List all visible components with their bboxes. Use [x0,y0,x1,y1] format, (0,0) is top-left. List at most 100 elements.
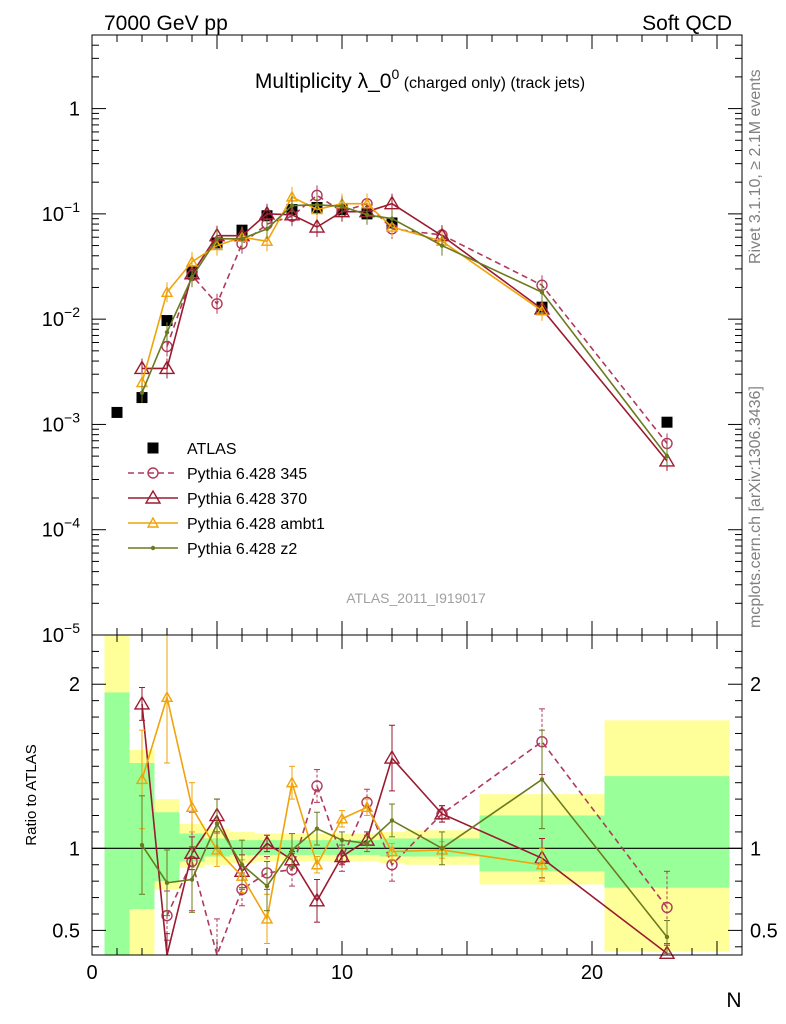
data-point [364,212,370,217]
data-point [333,203,351,218]
legend-label: Pythia 6.428 370 [187,491,307,508]
legend-marker [144,489,162,504]
ratio-y-label: Ratio to ATLAS [23,744,40,845]
y-tick-label: 10−2 [42,304,80,331]
data-point [214,236,220,241]
ratio-data-point [433,805,451,820]
legend-label: ATLAS [187,441,237,458]
ratio-data-point [258,835,276,850]
y-tick-label: 10−3 [42,409,80,436]
series-4 [139,194,670,467]
y-tick-exponent: −5 [64,620,80,636]
ratio-data-point [164,880,170,885]
legend-marker [146,516,160,528]
x-tick-label: 0 [86,962,97,984]
ratio-data-point [310,858,324,870]
x-tick-label: 10 [331,962,353,984]
data-point [283,206,301,221]
ratio-data-point [364,841,370,846]
data-point [161,315,173,327]
ratio-data-point [308,892,326,907]
chart-title-sup: 0 [391,66,399,82]
data-point [314,202,320,207]
data-point [289,203,295,208]
data-point [164,330,170,335]
data-point [385,220,399,232]
main-series-layer [111,185,676,471]
data-point [158,360,176,375]
ratio-data-point [185,800,199,813]
ratio-data-point [264,883,270,889]
ratio-data-point [439,846,445,851]
ratio-tick-label-right: 1 [750,838,761,860]
rivet-label: Rivet 3.1.10, ≥ 2.1M events [747,69,764,264]
mcplots-label: mcplots.cern.ch [arXiv:1306.3436] [747,386,764,628]
legend-entry: Pythia 6.428 345 [128,466,307,483]
ratio-data-point [133,695,151,710]
uncertainty-band-inner [104,692,130,955]
y-tick-base: 1 [69,99,80,121]
ratio-data-point [658,944,676,960]
legend-marker [147,467,159,479]
data-point [189,275,195,280]
ratio-data-point [385,845,399,857]
data-point [260,234,274,246]
y-tick-label: 10−5 [42,620,80,647]
ratio-data-point [314,826,320,831]
ratio-data-point [135,772,149,785]
uncertainty-band-inner [604,776,730,888]
chart-title-suffix: (charged only) (track jets) [399,75,585,92]
ratio-data-point [160,690,174,703]
legend-entry: ATLAS [147,441,237,458]
analysis-label: ATLAS_2011_I919017 [346,590,486,606]
ratio-data-point [189,877,195,882]
ratio-data-point [383,749,401,764]
series-line [141,195,543,383]
y-tick-base: 10 [42,625,64,647]
y-tick-label: 10−4 [42,515,80,542]
y-tick-label: 10−1 [42,199,80,226]
data-point [111,406,123,418]
data-point [264,226,270,232]
y-tick-base: 10 [42,520,64,542]
ratio-series-line [141,703,668,956]
ratio-data-point [139,842,145,848]
data-point [211,298,223,310]
ratio-data-point [210,843,224,855]
chart-title: Multiplicity λ_00 (charged only) (track … [255,66,585,93]
data-point [383,195,401,210]
main-panel: 110−110−210−310−410−5 Multiplicity λ_00 … [42,34,743,647]
x-axis-label: N [726,989,741,1012]
data-point [239,236,245,241]
data-point [210,239,224,251]
legend-marker [150,545,156,551]
data-point [389,216,395,221]
ratio-panel: 2 2 1 1 0.5 0.5 0 10 20 Ratio to ATLAS N [23,634,778,1012]
ratio-tick-label-left: 0.5 [52,920,80,942]
ratio-data-point [311,780,323,792]
ratio-tick-label-right: 0.5 [750,920,778,942]
data-point [535,304,549,316]
y-tick-label: 1 [69,99,80,121]
y-tick-exponent: −2 [64,304,80,320]
data-point [539,290,545,295]
legend-entry: Pythia 6.428 z2 [128,541,297,558]
data-point [439,243,445,248]
data-point [661,416,673,428]
ratio-data-point [214,821,220,826]
legend-label: Pythia 6.428 z2 [187,541,297,558]
energy-label: 7000 GeV pp [104,12,228,35]
y-tick-exponent: −1 [64,199,80,215]
legend: ATLAS Pythia 6.428 345 Pythia 6.428 370 Pyt… [128,441,325,558]
y-tick-exponent: −3 [64,409,80,425]
ratio-tick-label-left: 1 [69,838,80,860]
legend-entry: Pythia 6.428 ambt1 [128,516,325,533]
legend-marker [147,442,159,454]
y-tick-base: 10 [42,204,64,226]
series-line [141,203,668,457]
series-2 [133,193,676,471]
ratio-series-line [141,778,668,938]
ratio-tick-label-left: 2 [69,674,80,696]
main-axes: 110−110−210−310−410−5 [42,34,743,647]
